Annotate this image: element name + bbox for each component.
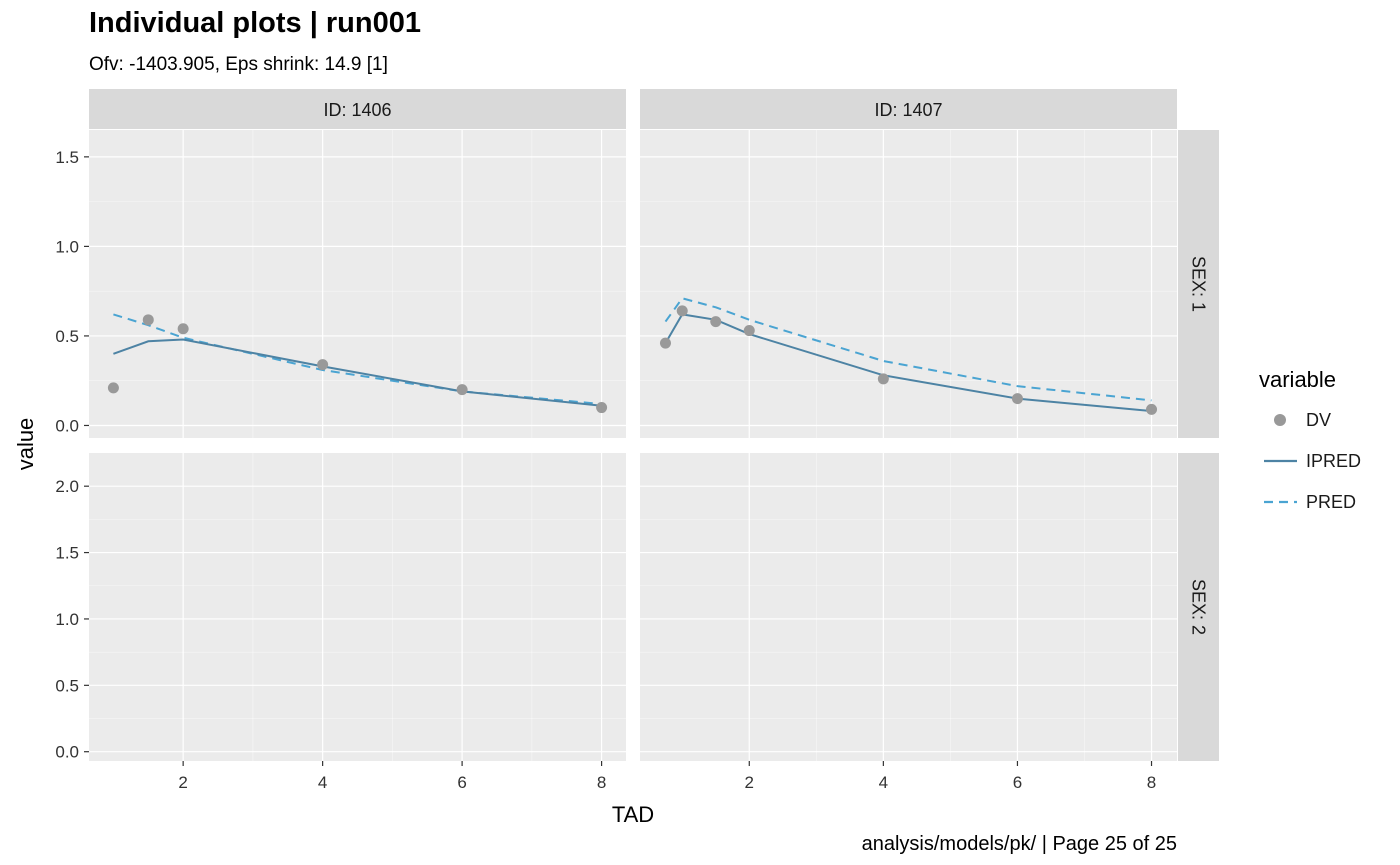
x-tick-label: 2 [745,773,754,792]
x-tick-label: 4 [879,773,888,792]
chart-title: Individual plots | run001 [89,7,421,39]
plot-area: ID: 1406 ID: 1407 SEX: 1 SEX: 2 0.0 0.5 1.0 1.5… [55,89,1219,792]
y-tick-label: 1.0 [55,237,79,256]
panel-background [640,453,1177,761]
dv-point [317,359,329,371]
x-tick-label: 2 [178,773,187,792]
dv-point [107,382,119,394]
y-axis-title: value [13,418,38,471]
y-tick-label: 0.5 [55,327,79,346]
row-strip [1178,130,1219,438]
row-strip-label: SEX: 1 [1189,256,1209,312]
column-strip [640,89,1177,129]
dv-point [676,305,688,317]
x-axis-title: TAD [612,802,654,827]
dv-point [142,314,154,326]
y-tick-label: 0.5 [55,676,79,695]
y-tick-label: 0.0 [55,416,79,435]
legend-title: variable [1259,367,1336,392]
y-tick-label: 1.5 [55,544,79,563]
legend-key-dv [1274,414,1286,426]
dv-point [177,323,189,335]
panel-background [640,130,1177,438]
dv-point [877,373,889,385]
y-tick-label: 2.0 [55,477,79,496]
dv-point [596,402,608,414]
x-tick-label: 6 [1013,773,1022,792]
column-strip [89,89,626,129]
dv-point [659,337,671,349]
y-tick-label: 1.5 [55,148,79,167]
x-tick-label: 8 [597,773,606,792]
legend-label: PRED [1306,492,1356,512]
panel-background [89,130,626,438]
row-strip-label: SEX: 2 [1189,579,1209,635]
panel-background [89,453,626,761]
legend: variable DV IPRED PRED [1259,367,1361,512]
facet-panel [640,453,1177,761]
x-tick-label: 4 [318,773,327,792]
dv-point [743,325,755,337]
dv-point [1146,403,1158,415]
x-tick-label: 6 [457,773,466,792]
facet-panel [89,130,626,438]
chart-subtitle: Ofv: -1403.905, Eps shrink: 14.9 [1] [89,54,388,75]
dv-point [456,384,468,396]
facet-panel [89,453,626,761]
legend-label: IPRED [1306,451,1361,471]
dv-point [1011,393,1023,405]
x-tick-label: 8 [1147,773,1156,792]
dv-point [710,316,722,328]
chart-caption: analysis/models/pk/ | Page 25 of 25 [862,833,1177,855]
column-strip-label: ID: 1406 [323,100,391,120]
pred-line [664,297,1152,402]
ipred-line [113,338,602,407]
legend-label: DV [1306,410,1331,430]
facet-panel [640,130,1177,438]
column-strip-label: ID: 1407 [874,100,942,120]
y-tick-label: 1.0 [55,610,79,629]
y-tick-label: 0.0 [55,743,79,762]
row-strip [1178,453,1219,761]
